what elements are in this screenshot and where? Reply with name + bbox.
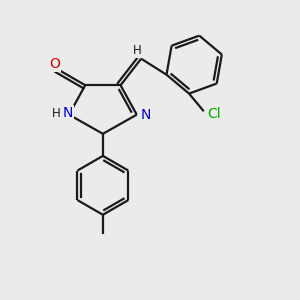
Text: N: N (141, 108, 152, 122)
Text: O: O (49, 57, 60, 71)
Text: H: H (132, 44, 141, 57)
Text: N: N (62, 106, 73, 120)
Text: H: H (52, 107, 61, 120)
Text: Cl: Cl (207, 107, 221, 121)
